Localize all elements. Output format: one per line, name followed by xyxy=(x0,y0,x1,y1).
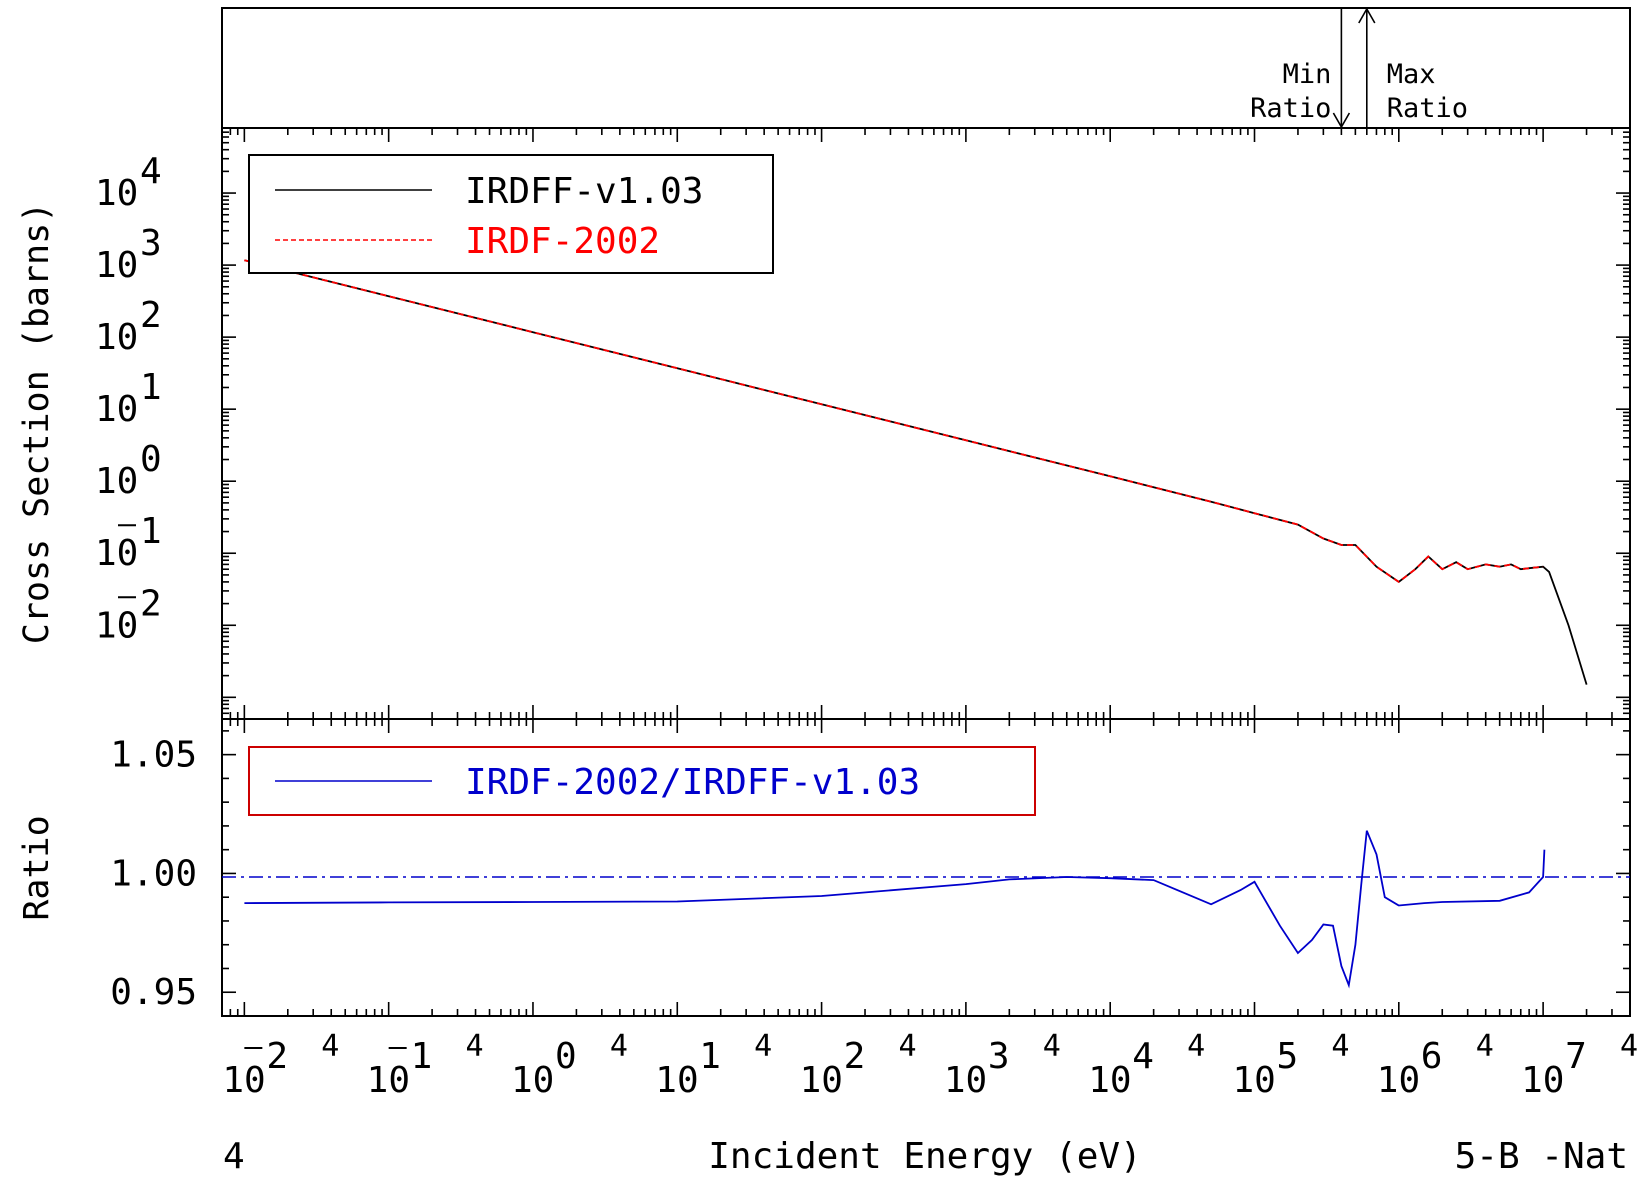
cross-section-legend xyxy=(248,154,774,274)
x-minor-tick-label: 4 xyxy=(898,1029,916,1064)
svg-text:1: 1 xyxy=(140,511,162,552)
y-tick-label: 104 xyxy=(95,151,162,214)
footer-left-label: 4 xyxy=(223,1136,245,1177)
footer-material-label: 5-B -Nat xyxy=(1455,1136,1628,1177)
marker-label: Min xyxy=(1283,59,1332,90)
x-tick-label: 107 xyxy=(1521,1036,1587,1101)
x-minor-tick-label: 4 xyxy=(1476,1029,1494,1064)
svg-text:2: 2 xyxy=(844,1036,866,1077)
y-tick-label: 103 xyxy=(95,223,162,286)
legend-label-irdff: IRDFF-v1.03 xyxy=(465,171,703,212)
x-tick-label: 101 xyxy=(655,1036,721,1101)
x-minor-tick-label: 4 xyxy=(1187,1029,1205,1064)
legend-label-irdf2002: IRDF-2002 xyxy=(465,221,660,262)
y-tick-label: 100 xyxy=(95,439,162,502)
svg-text:10: 10 xyxy=(95,461,138,502)
x-tick-label: 104 xyxy=(1088,1036,1154,1101)
svg-text:2: 2 xyxy=(266,1036,288,1077)
x-tick-label: 102 xyxy=(222,1036,288,1101)
svg-text:10: 10 xyxy=(222,1060,265,1101)
cross-section-ticks xyxy=(221,127,1631,720)
svg-text:10: 10 xyxy=(1088,1060,1131,1101)
svg-text:3: 3 xyxy=(140,223,162,264)
svg-text:1: 1 xyxy=(411,1036,433,1077)
svg-text:10: 10 xyxy=(95,245,138,286)
svg-text:10: 10 xyxy=(800,1060,843,1101)
y-tick-label: 1.05 xyxy=(110,735,197,776)
ratio-y-axis-label: Ratio xyxy=(17,815,57,920)
y-tick-label: 101 xyxy=(95,367,162,430)
ratio-y-tick-labels: 1.05 1.00 0.95 xyxy=(110,735,197,1014)
svg-text:0: 0 xyxy=(140,439,162,480)
svg-text:7: 7 xyxy=(1565,1036,1587,1077)
svg-text:3: 3 xyxy=(988,1036,1010,1077)
svg-text:10: 10 xyxy=(1521,1060,1564,1101)
ratio-ticks xyxy=(221,719,1631,1017)
svg-text:10: 10 xyxy=(367,1060,410,1101)
y-tick-label: 101 xyxy=(95,511,162,574)
series-irdff-line xyxy=(244,259,1588,685)
marker-label: Ratio xyxy=(1387,93,1468,124)
svg-text:10: 10 xyxy=(1377,1060,1420,1101)
y-tick-label: 0.95 xyxy=(110,972,197,1013)
svg-text:10: 10 xyxy=(511,1060,554,1101)
x-tick-label: 102 xyxy=(800,1036,866,1101)
series-ratio-line xyxy=(244,830,1546,989)
svg-text:1: 1 xyxy=(140,367,162,408)
svg-text:10: 10 xyxy=(944,1060,987,1101)
cross-section-y-axis-label: Cross Section (barns) xyxy=(17,202,57,645)
cross-section-series xyxy=(244,259,1588,685)
ratio-panel xyxy=(221,718,1631,1017)
x-minor-tick-label: 4 xyxy=(754,1029,772,1064)
svg-text:0: 0 xyxy=(555,1036,577,1077)
svg-text:10: 10 xyxy=(95,605,138,646)
marker-label: Ratio xyxy=(1250,93,1331,124)
marker-label: Max xyxy=(1387,59,1436,90)
x-tick-label: 103 xyxy=(944,1036,1010,1101)
legend-label-ratio: IRDF-2002/IRDFF-v1.03 xyxy=(465,762,920,803)
series-irdf2002-line xyxy=(244,259,1544,584)
svg-text:10: 10 xyxy=(95,533,138,574)
svg-text:2: 2 xyxy=(140,583,162,624)
x-tick-label: 105 xyxy=(1233,1036,1299,1101)
svg-text:6: 6 xyxy=(1421,1036,1443,1077)
svg-text:4: 4 xyxy=(1132,1036,1154,1077)
svg-text:5: 5 xyxy=(1277,1036,1299,1077)
x-tick-label: 106 xyxy=(1377,1036,1443,1101)
x-tick-label: 100 xyxy=(511,1036,577,1101)
ratio-series xyxy=(222,830,1630,989)
x-minor-tick-label: 4 xyxy=(1331,1029,1349,1064)
svg-text:10: 10 xyxy=(95,389,138,430)
svg-text:10: 10 xyxy=(655,1060,698,1101)
x-minor-tick-label: 4 xyxy=(321,1029,339,1064)
svg-text:2: 2 xyxy=(140,295,162,336)
x-tick-label: 101 xyxy=(367,1036,433,1101)
x-minor-tick-label: 4 xyxy=(1620,1029,1638,1064)
svg-text:10: 10 xyxy=(1233,1060,1276,1101)
y-tick-label: 102 xyxy=(95,295,162,358)
x-minor-tick-label: 4 xyxy=(466,1029,484,1064)
svg-text:4: 4 xyxy=(140,151,162,192)
x-minor-tick-label: 4 xyxy=(1043,1029,1061,1064)
x-minor-tick-label: 4 xyxy=(610,1029,628,1064)
y-tick-label: 102 xyxy=(95,583,162,646)
svg-text:10: 10 xyxy=(95,173,138,214)
svg-text:10: 10 xyxy=(95,317,138,358)
x-axis-label: Incident Energy (eV) xyxy=(708,1136,1141,1177)
y-tick-label: 1.00 xyxy=(110,853,197,894)
svg-text:1: 1 xyxy=(699,1036,721,1077)
